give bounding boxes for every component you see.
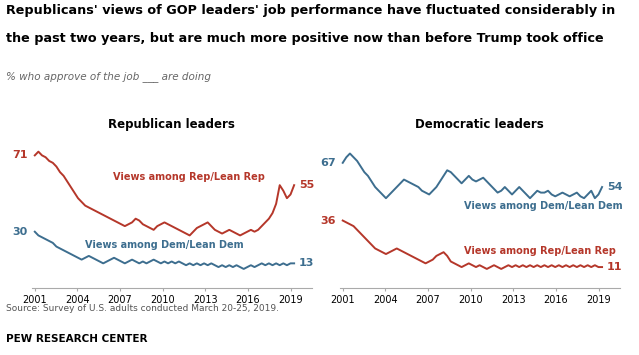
Text: 36: 36 [320, 215, 335, 225]
Text: 13: 13 [299, 258, 314, 268]
Text: Source: Survey of U.S. adults conducted March 20-25, 2019.: Source: Survey of U.S. adults conducted … [6, 304, 279, 312]
Text: 55: 55 [299, 180, 314, 190]
Text: PEW RESEARCH CENTER: PEW RESEARCH CENTER [6, 334, 148, 344]
Text: 67: 67 [320, 158, 335, 168]
Text: % who approve of the job ___ are doing: % who approve of the job ___ are doing [6, 71, 212, 82]
Text: Views among Rep/Lean Rep: Views among Rep/Lean Rep [113, 171, 265, 181]
Text: 11: 11 [607, 262, 622, 272]
Title: Republican leaders: Republican leaders [109, 118, 235, 131]
Text: 54: 54 [607, 182, 622, 192]
Text: Republicans' views of GOP leaders' job performance have fluctuated considerably : Republicans' views of GOP leaders' job p… [6, 4, 615, 17]
Text: 71: 71 [12, 151, 27, 160]
Text: 30: 30 [12, 227, 27, 237]
Text: the past two years, but are much more positive now than before Trump took office: the past two years, but are much more po… [6, 32, 604, 45]
Title: Democratic leaders: Democratic leaders [415, 118, 544, 131]
Text: Views among Dem/Lean Dem: Views among Dem/Lean Dem [84, 240, 243, 251]
Text: Views among Rep/Lean Rep: Views among Rep/Lean Rep [463, 246, 615, 256]
Text: Views among Dem/Lean Dem: Views among Dem/Lean Dem [463, 201, 622, 211]
